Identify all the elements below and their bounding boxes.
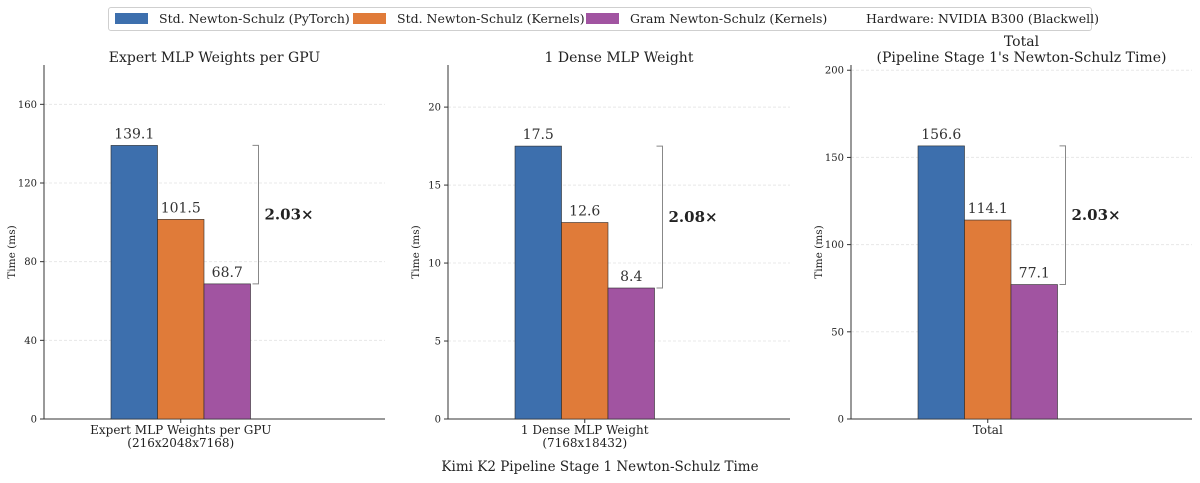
bar-value-label: 77.1 [1019, 266, 1050, 282]
speedup-label: 2.03× [265, 206, 314, 224]
chart-title: Expert MLP Weights per GPU [109, 50, 321, 66]
legend-label-kernels: Std. Newton-Schulz (Kernels) [397, 11, 585, 26]
speedup-bracket [252, 144, 259, 285]
bar [607, 287, 655, 420]
y-tick-label: 20 [428, 103, 441, 114]
y-tick-label: 0 [31, 415, 37, 426]
y-tick-label: 5 [435, 337, 441, 348]
bar [561, 222, 609, 420]
bar [110, 145, 158, 420]
bar [203, 283, 251, 420]
bar-value-label: 156.6 [921, 127, 961, 143]
y-axis-label: Time (ms) [410, 225, 422, 278]
y-tick-label: 40 [24, 336, 37, 347]
bar-value-label: 139.1 [114, 126, 154, 142]
y-tick-label: 80 [24, 257, 37, 268]
legend-swatch-gram [586, 13, 619, 24]
y-tick-label: 120 [18, 179, 37, 190]
x-tick-label: Total [973, 423, 1003, 437]
bar-value-label: 101.5 [161, 200, 201, 216]
chart-title: (Pipeline Stage 1's Newton-Schulz Time) [877, 50, 1167, 66]
y-tick-label: 0 [838, 415, 844, 426]
y-tick-label: 150 [825, 153, 844, 164]
y-axis-label: Time (ms) [813, 225, 825, 278]
y-tick-label: 200 [825, 66, 844, 77]
y-tick-label: 100 [825, 240, 844, 251]
x-tick-label: (216x2048x7168) [127, 436, 234, 450]
y-axis-label: Time (ms) [6, 225, 18, 278]
chart-title: 1 Dense MLP Weight [545, 50, 694, 66]
legend-hardware-label: Hardware: NVIDIA B300 (Blackwell) [866, 11, 1099, 26]
x-tick-label: 1 Dense MLP Weight [521, 423, 649, 437]
speedup-bracket [656, 145, 663, 289]
speedup-label: 2.08× [669, 208, 718, 226]
legend-swatch-pytorch [115, 13, 148, 24]
bar-value-label: 17.5 [523, 127, 554, 143]
bar-value-label: 8.4 [620, 269, 642, 285]
x-tick-label: Expert MLP Weights per GPU [90, 423, 271, 437]
bar [964, 219, 1012, 420]
y-tick-label: 50 [831, 327, 844, 338]
legend-swatch-kernels [353, 13, 386, 24]
x-tick-label: (7168x18432) [542, 436, 627, 450]
y-tick-label: 15 [428, 181, 441, 192]
bar-value-label: 114.1 [968, 201, 1008, 217]
legend-label-pytorch: Std. Newton-Schulz (PyTorch) [159, 11, 350, 26]
y-tick-label: 10 [428, 259, 441, 270]
legend-hardware: Hardware: NVIDIA B300 (Blackwell) [866, 11, 1099, 26]
bar-value-label: 12.6 [569, 204, 600, 220]
y-tick-label: 160 [18, 100, 37, 111]
bar [1010, 284, 1058, 420]
legend-label-gram: Gram Newton-Schulz (Kernels) [630, 11, 828, 26]
speedup-label: 2.03× [1072, 206, 1121, 224]
bar [514, 145, 562, 420]
y-tick-label: 0 [435, 415, 441, 426]
bar-value-label: 68.7 [212, 265, 243, 281]
speedup-bracket [1059, 145, 1066, 286]
bar [917, 145, 965, 420]
legend: Std. Newton-Schulz (PyTorch) Std. Newton… [108, 7, 1099, 31]
figure-caption: Kimi K2 Pipeline Stage 1 Newton-Schulz T… [441, 459, 759, 475]
chart-title: Total [1004, 34, 1040, 50]
bar [157, 219, 205, 420]
